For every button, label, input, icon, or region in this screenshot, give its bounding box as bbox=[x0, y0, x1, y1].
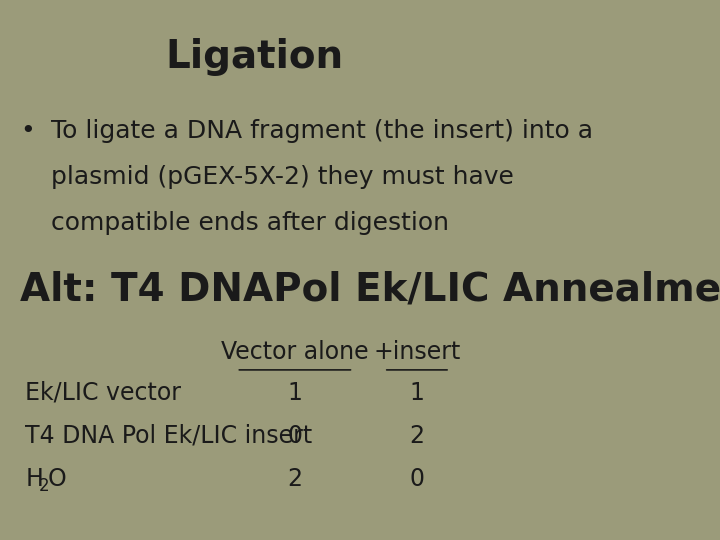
Text: compatible ends after digestion: compatible ends after digestion bbox=[51, 211, 449, 234]
Text: 1: 1 bbox=[410, 381, 424, 404]
Text: To ligate a DNA fragment (the insert) into a: To ligate a DNA fragment (the insert) in… bbox=[51, 119, 593, 143]
Text: 2: 2 bbox=[410, 424, 424, 448]
Text: plasmid (pGEX-5X-2) they must have: plasmid (pGEX-5X-2) they must have bbox=[51, 165, 513, 188]
Text: 2: 2 bbox=[287, 467, 302, 491]
Text: O: O bbox=[48, 467, 66, 491]
Text: Ligation: Ligation bbox=[165, 38, 343, 76]
Text: •: • bbox=[20, 119, 35, 143]
Text: Ek/LIC vector: Ek/LIC vector bbox=[25, 381, 181, 404]
Text: 1: 1 bbox=[287, 381, 302, 404]
Text: Vector alone: Vector alone bbox=[221, 340, 369, 364]
Text: 0: 0 bbox=[410, 467, 424, 491]
Text: +insert: +insert bbox=[373, 340, 461, 364]
Text: Alt: T4 DNAPol Ek/LIC Annealment: Alt: T4 DNAPol Ek/LIC Annealment bbox=[20, 270, 720, 308]
Text: 2: 2 bbox=[39, 477, 49, 495]
Text: T4 DNA Pol Ek/LIC insert: T4 DNA Pol Ek/LIC insert bbox=[25, 424, 312, 448]
Text: 0: 0 bbox=[287, 424, 302, 448]
Text: H: H bbox=[25, 467, 43, 491]
